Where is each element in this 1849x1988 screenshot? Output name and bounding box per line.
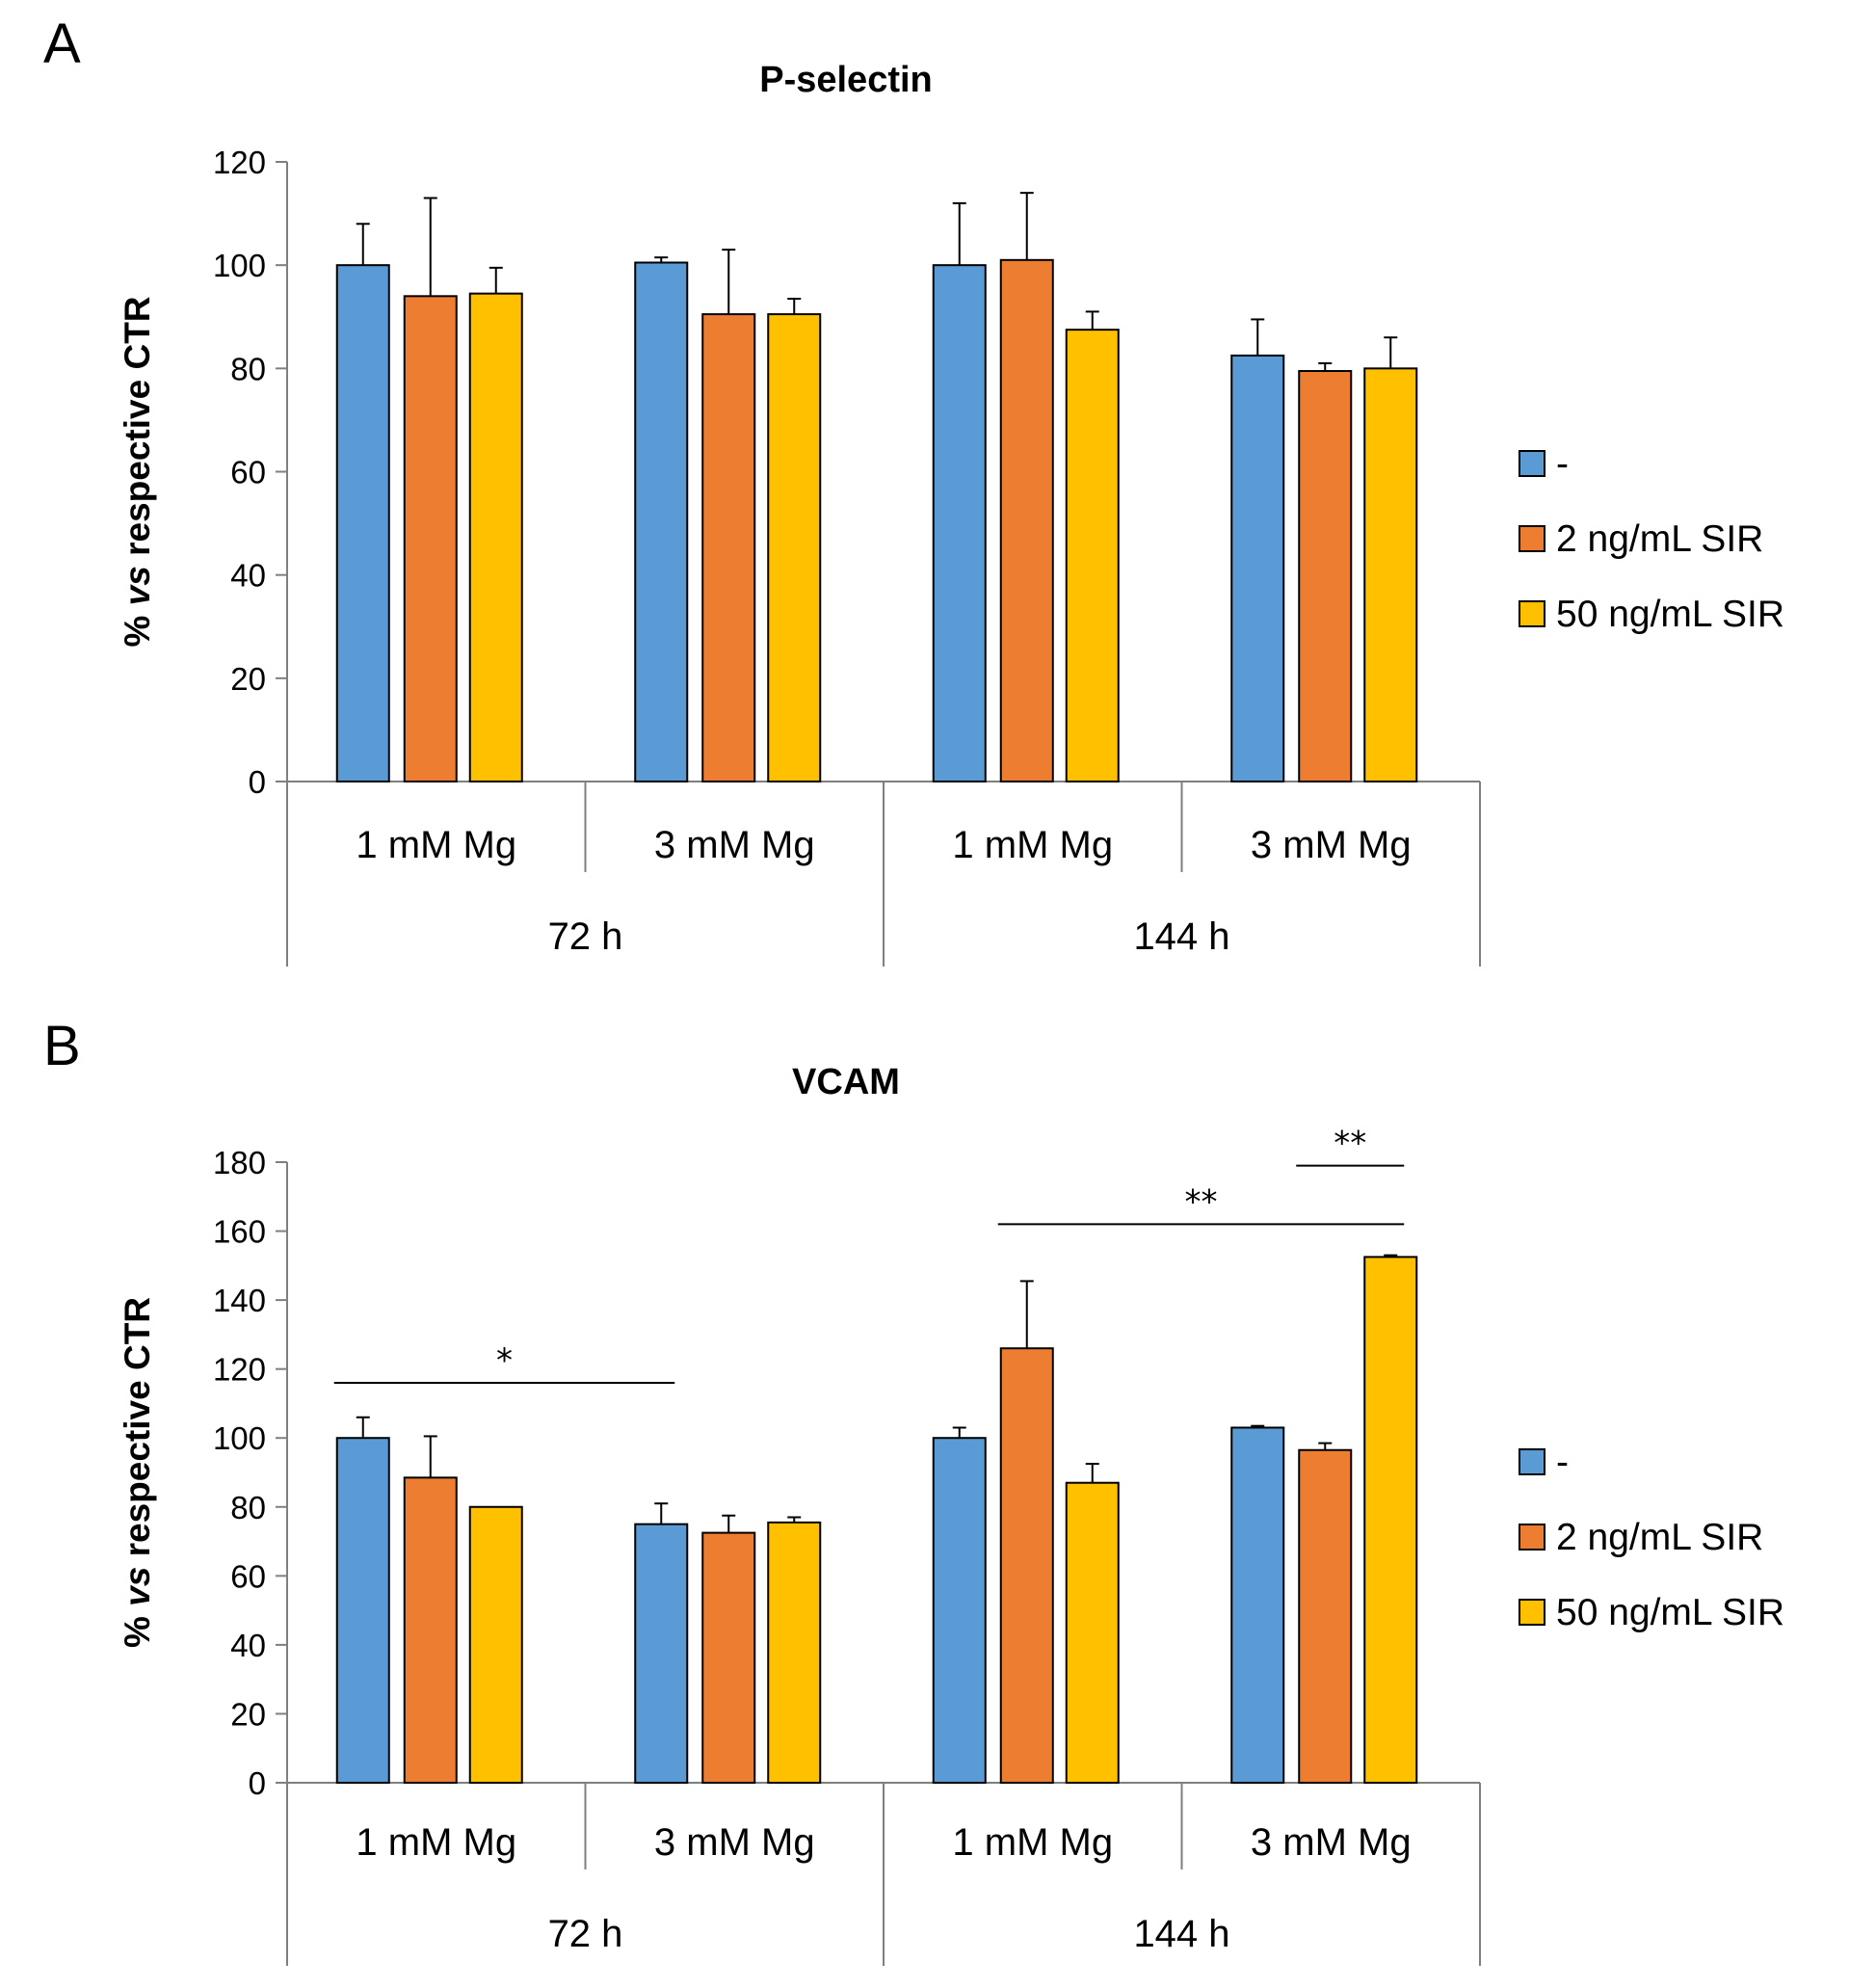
y-tick-label: 80: [230, 1490, 266, 1525]
bar: [1363, 367, 1418, 782]
panel-a: AP-selectin% vs respective CTR0204060801…: [43, 13, 1784, 967]
bar: [1065, 329, 1120, 782]
bar: [767, 313, 822, 782]
bar: [403, 295, 458, 782]
bar: [999, 1347, 1054, 1784]
category-label: 1 mM Mg: [356, 1821, 516, 1864]
bar: [1363, 1256, 1418, 1784]
y-axis-label-prefix: %: [118, 605, 157, 647]
y-axis-label-prefix: %: [118, 1606, 157, 1648]
bar: [1230, 354, 1285, 782]
significance-label: **: [1185, 1182, 1218, 1221]
y-tick-label: 0: [249, 1765, 266, 1801]
legend-swatch: [1519, 1448, 1545, 1475]
bar: [1065, 1481, 1120, 1784]
y-tick-label: 120: [213, 1352, 266, 1388]
y-tick-label: 40: [230, 1628, 266, 1663]
group-label: 144 h: [1133, 1913, 1229, 1955]
y-tick-label: 20: [230, 661, 266, 697]
panel-label: B: [43, 1015, 81, 1077]
significance-label: *: [496, 1341, 513, 1380]
bar: [1298, 1448, 1353, 1784]
chart-title: P-selectin: [759, 60, 933, 100]
bar: [767, 1521, 822, 1785]
legend-swatch: [1519, 525, 1545, 552]
legend-label: 2 ng/mL SIR: [1556, 518, 1763, 560]
y-tick-label: 120: [213, 145, 266, 180]
category-label: 1 mM Mg: [952, 1821, 1113, 1864]
bar: [1298, 370, 1353, 782]
category-label: 1 mM Mg: [952, 824, 1113, 866]
legend-label: -: [1556, 1442, 1569, 1483]
bar: [999, 258, 1054, 782]
legend-label: 50 ng/mL SIR: [1556, 1592, 1784, 1633]
group-label: 144 h: [1133, 915, 1229, 958]
bar: [634, 1523, 689, 1784]
y-tick-label: 20: [230, 1696, 266, 1732]
y-axis-label: % vs respective CTR: [118, 1297, 157, 1648]
group-label: 72 h: [548, 915, 623, 958]
y-tick-label: 40: [230, 558, 266, 594]
bar: [1230, 1426, 1285, 1784]
category-label: 3 mM Mg: [1251, 824, 1412, 866]
y-axis-label-suffix: respective CTR: [118, 296, 157, 566]
bar: [634, 261, 689, 782]
bar: [403, 1476, 458, 1785]
category-label: 3 mM Mg: [654, 1821, 815, 1864]
legend-swatch: [1519, 600, 1545, 627]
legend-swatch: [1519, 450, 1545, 477]
y-axis-label-italic: vs: [118, 1567, 157, 1606]
legend-label: 50 ng/mL SIR: [1556, 594, 1784, 635]
category-label: 1 mM Mg: [356, 824, 516, 866]
y-tick-label: 180: [213, 1145, 266, 1180]
category-label: 3 mM Mg: [654, 824, 815, 866]
legend-label: -: [1556, 443, 1569, 485]
y-tick-label: 0: [249, 764, 266, 800]
y-tick-label: 160: [213, 1214, 266, 1250]
y-tick-label: 100: [213, 248, 266, 283]
y-axis-label-suffix: respective CTR: [118, 1297, 157, 1567]
y-axis-label-italic: vs: [118, 566, 157, 605]
y-tick-label: 100: [213, 1420, 266, 1456]
group-label: 72 h: [548, 1913, 623, 1955]
y-tick-label: 80: [230, 351, 266, 386]
bar: [468, 1505, 523, 1785]
bar: [701, 1531, 756, 1784]
bar: [701, 313, 756, 782]
legend-swatch: [1519, 1524, 1545, 1551]
y-axis-label: % vs respective CTR: [118, 296, 157, 647]
bar: [932, 264, 987, 782]
chart-title: VCAM: [792, 1062, 900, 1102]
bar: [932, 1437, 987, 1784]
y-tick-label: 60: [230, 455, 266, 490]
category-label: 3 mM Mg: [1251, 1821, 1412, 1864]
bar: [468, 292, 523, 782]
significance-label: **: [1334, 1125, 1366, 1163]
bar: [335, 264, 390, 782]
legend-label: 2 ng/mL SIR: [1556, 1517, 1763, 1558]
y-tick-label: 140: [213, 1283, 266, 1318]
y-tick-label: 60: [230, 1558, 266, 1594]
legend-swatch: [1519, 1599, 1545, 1626]
bar: [335, 1437, 390, 1784]
panel-label: A: [43, 13, 81, 75]
